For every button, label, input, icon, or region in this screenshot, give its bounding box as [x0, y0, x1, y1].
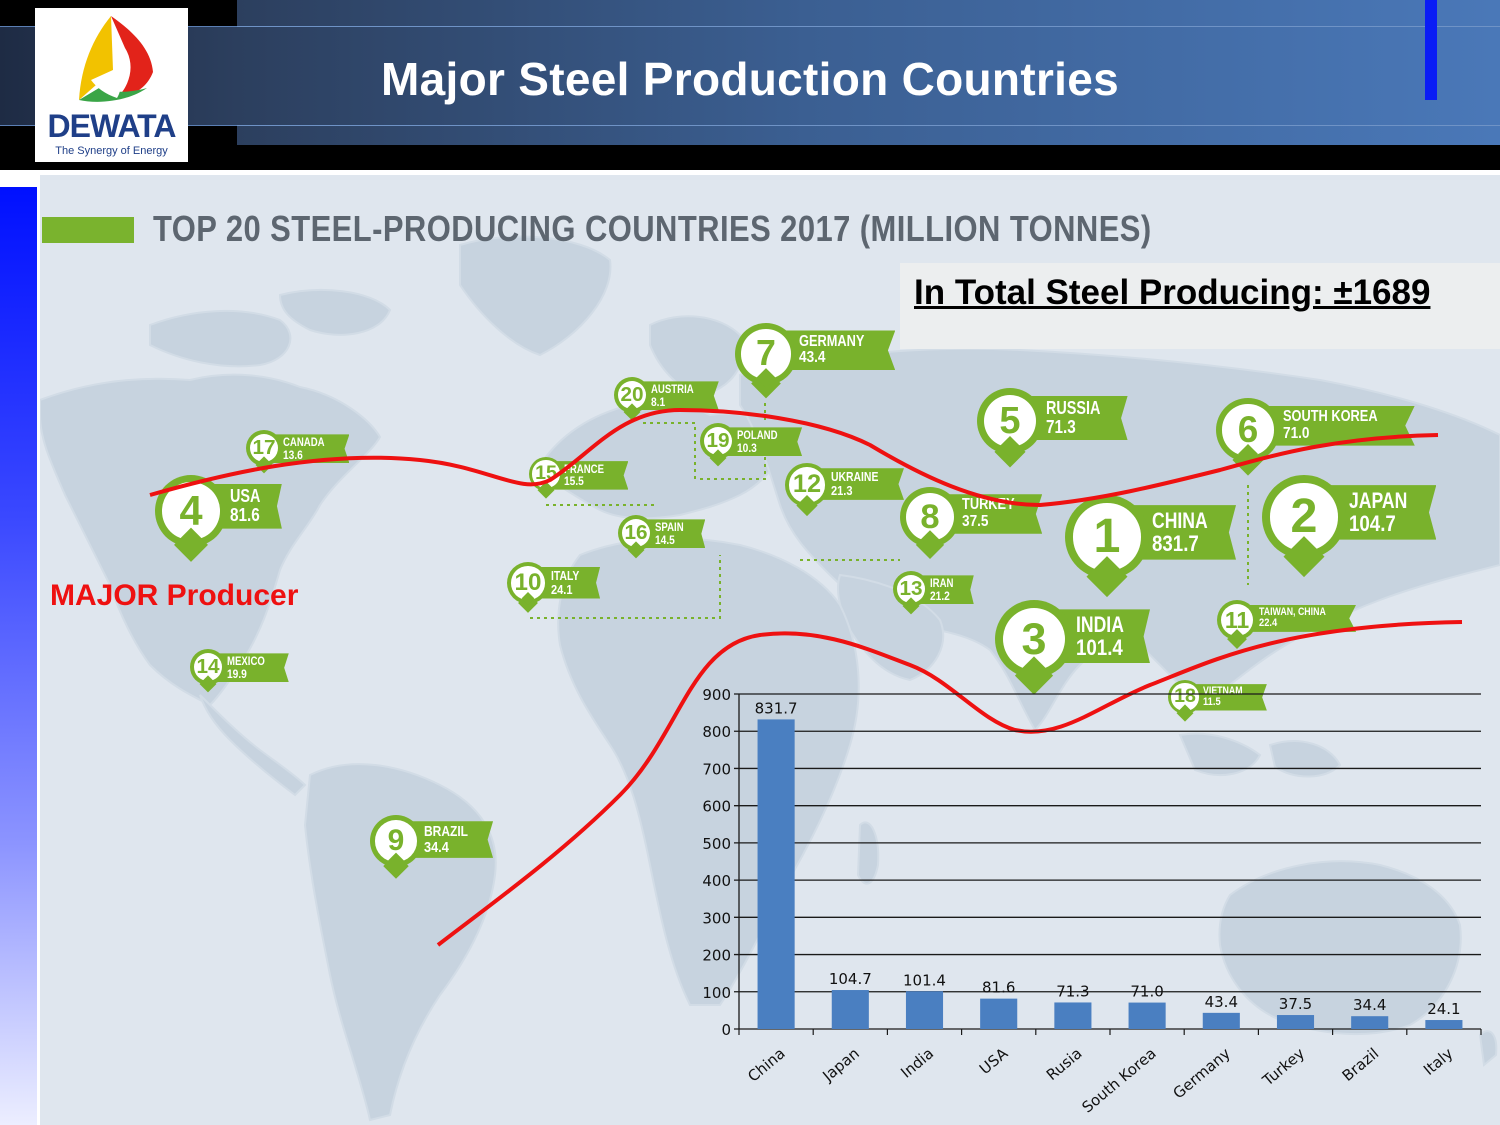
country-value: 8.1	[651, 394, 666, 409]
country-value: 21.2	[930, 588, 951, 603]
country-name: TURKEY	[962, 496, 1015, 514]
country-value: 101.4	[1076, 635, 1123, 661]
header-band	[237, 0, 1500, 145]
header-rule	[237, 125, 1500, 126]
country-name: AUSTRIA	[651, 382, 695, 397]
country-value: 34.4	[424, 838, 449, 856]
divider	[0, 170, 1500, 173]
country-label-tag: AUSTRIA 8.1	[636, 381, 719, 411]
country-rank: 19	[703, 426, 733, 456]
country-value: 13.6	[283, 447, 304, 462]
country-name: TAIWAN, CHINA	[1258, 605, 1326, 618]
country-rank: 10	[511, 566, 545, 600]
side-gradient-strip	[0, 187, 37, 1125]
country-rank: 4	[162, 482, 220, 540]
country-rank: 2	[1270, 483, 1338, 551]
country-value: 37.5	[962, 512, 989, 530]
country-value: 15.5	[564, 474, 585, 489]
country-name: JAPAN	[1349, 488, 1408, 514]
country-rank: 20	[617, 380, 647, 410]
country-name: CHINA	[1152, 508, 1209, 534]
country-name: UKRAINE	[830, 469, 879, 485]
header-rule	[237, 26, 1500, 27]
country-value: 104.7	[1349, 511, 1397, 537]
logo: DEWATA The Synergy of Energy	[35, 8, 188, 162]
country-value: 71.0	[1282, 424, 1310, 442]
country-name: MEXICO	[227, 654, 266, 669]
subtitle-marker	[42, 217, 134, 243]
country-value: 43.4	[799, 349, 826, 367]
logo-tagline: The Synergy of Energy	[55, 145, 168, 157]
country-value: 81.6	[229, 505, 260, 526]
header: Major Steel Production Countries	[0, 0, 1500, 172]
country-value: 22.4	[1258, 617, 1277, 630]
country-rank: 5	[983, 394, 1037, 448]
country-rank: 1	[1073, 503, 1141, 571]
country-rank: 7	[741, 329, 791, 379]
country-rank: 15	[532, 460, 560, 488]
country-name: IRAN	[930, 576, 954, 591]
logo-wordmark: DEWATA	[47, 108, 177, 144]
header-accent	[1425, 0, 1437, 100]
country-rank: 11	[1221, 604, 1253, 636]
total-callout-text: In Total Steel Producing: ±1689	[914, 273, 1431, 312]
country-value: 10.3	[737, 440, 758, 455]
country-value: 24.1	[550, 581, 573, 597]
country-name: BRAZIL	[424, 822, 469, 840]
country-name: INDIA	[1076, 612, 1125, 638]
country-value: 71.3	[1045, 417, 1076, 438]
country-rank: 13	[896, 574, 926, 604]
country-rank: 6	[1222, 404, 1274, 456]
country-rank: 8	[906, 493, 954, 541]
country-rank: 17	[249, 433, 279, 463]
country-value: 21.3	[830, 483, 853, 499]
country-label-tag: TAIWAN, CHINA 22.4	[1241, 604, 1357, 632]
infographic-title: TOP 20 STEEL-PRODUCING COUNTRIES 2017 (M…	[153, 208, 1152, 249]
country-value: 831.7	[1152, 531, 1200, 557]
country-value: 14.5	[655, 532, 676, 547]
country-name: GERMANY	[799, 332, 865, 350]
country-rank: 12	[789, 467, 825, 503]
total-callout: In Total Steel Producing: ±1689	[900, 263, 1500, 349]
country-name: SPAIN	[655, 520, 685, 535]
infographic-panel: TOP 20 STEEL-PRODUCING COUNTRIES 2017 (M…	[40, 175, 1500, 1125]
country-rank: 14	[193, 652, 223, 682]
country-rank: 16	[621, 518, 651, 548]
country-value: 11.5	[1203, 696, 1222, 709]
country-name: ITALY	[550, 568, 579, 584]
logo-mark-icon	[79, 16, 153, 102]
country-name: RUSSIA	[1045, 398, 1101, 419]
country-rank: 18	[1171, 683, 1199, 711]
page-title: Major Steel Production Countries	[380, 53, 1119, 105]
country-value: 19.9	[227, 666, 248, 681]
country-name: USA	[229, 486, 261, 507]
country-rank: 9	[375, 820, 417, 862]
country-name: SOUTH KOREA	[1282, 407, 1378, 425]
major-producer-label: MAJOR Producer	[50, 579, 299, 612]
